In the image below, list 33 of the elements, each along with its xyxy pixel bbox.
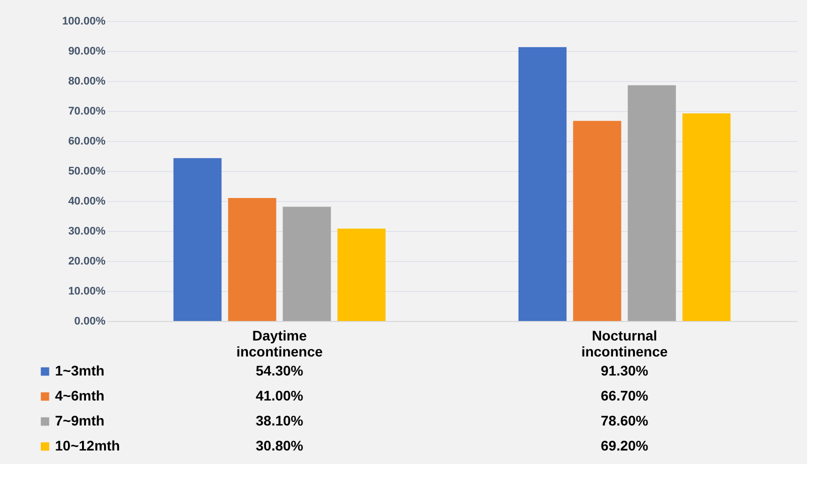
data-label: 30.80%: [256, 438, 304, 454]
bar: [573, 120, 622, 321]
bar: [173, 158, 222, 321]
data-label: 54.30%: [256, 362, 304, 378]
y-tick-label: 30.00%: [68, 226, 106, 238]
bar: [228, 198, 276, 321]
data-label: 41.00%: [256, 388, 304, 404]
legend-label: 1~3mth: [55, 362, 104, 378]
legend-label: 10~12mth: [55, 438, 120, 454]
y-tick-label: 80.00%: [68, 76, 106, 88]
bar: [337, 228, 386, 321]
y-tick-label: 50.00%: [68, 166, 106, 178]
data-label: 66.70%: [600, 388, 649, 404]
x-tick-label: Daytime incontinence: [236, 328, 323, 360]
x-tick-label: Nocturnal incontinence: [581, 328, 668, 360]
y-tick-label: 20.00%: [68, 256, 106, 268]
legend-label: 7~9mth: [55, 412, 104, 428]
legend-label: 4~6mth: [55, 388, 104, 404]
bar: [628, 85, 676, 321]
data-label: 69.20%: [600, 438, 649, 454]
bar: [518, 47, 567, 321]
y-tick-label: 90.00%: [68, 46, 106, 58]
data-label: 91.30%: [600, 362, 649, 378]
data-label: 78.60%: [600, 412, 649, 428]
data-label: 38.10%: [256, 412, 304, 428]
y-tick-label: 0.00%: [74, 316, 106, 328]
y-tick-label: 100.00%: [62, 16, 106, 28]
y-tick-label: 10.00%: [68, 286, 106, 298]
y-tick-label: 60.00%: [68, 136, 106, 148]
y-tick-label: 70.00%: [68, 106, 106, 118]
y-tick-label: 40.00%: [68, 196, 106, 208]
bar: [682, 113, 731, 321]
bar: [282, 206, 331, 321]
